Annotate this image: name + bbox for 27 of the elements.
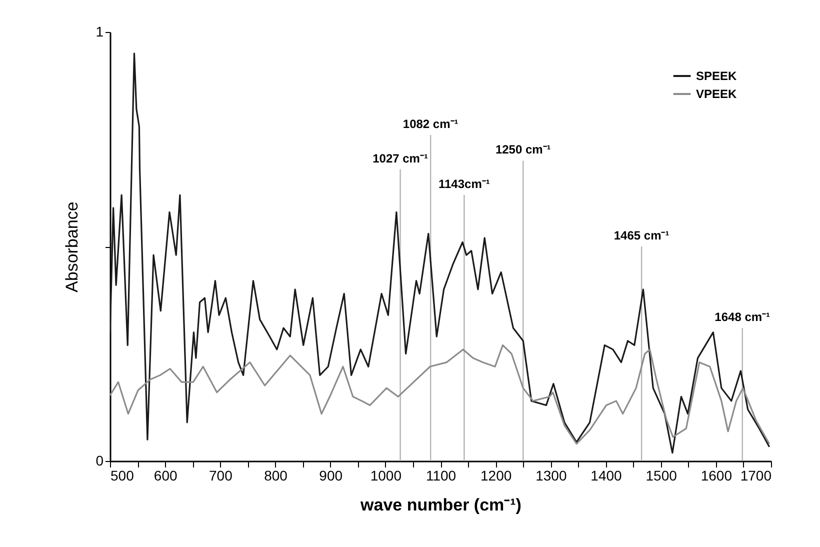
x-tick-label: 900: [319, 468, 343, 484]
x-tick-label: 1200: [480, 468, 512, 484]
legend-label: VPEEK: [696, 87, 738, 101]
ref-line-label: 1465 cm⁻¹: [614, 228, 670, 242]
ref-line-label: 1250 cm⁻¹: [495, 142, 551, 157]
x-tick-label: 700: [208, 468, 233, 484]
y-tick-label: 1: [96, 24, 104, 40]
y-axis-title: Absorbance: [62, 202, 82, 292]
x-tick-label: 1400: [590, 468, 622, 484]
legend-label: SPEEK: [696, 69, 738, 83]
x-tick-label: 1600: [700, 468, 732, 484]
y-tick-label: 0: [96, 452, 104, 468]
x-axis-title: wave number (cm⁻¹): [360, 496, 522, 514]
x-tick-label: 1000: [370, 468, 402, 484]
line-series: [110, 344, 770, 445]
x-tick-label: 1700: [740, 468, 772, 484]
line-series: [110, 52, 770, 454]
ref-line-label: 1143cm⁻¹: [438, 177, 490, 192]
x-tick-label: 800: [264, 468, 288, 484]
ref-line-label: 1082 cm⁻¹: [402, 116, 458, 131]
x-tick-label: 600: [154, 468, 178, 484]
ref-line-label: 1648 cm⁻¹: [714, 310, 770, 324]
x-tick-label: 1500: [646, 468, 678, 484]
x-tick-label: 500: [110, 468, 134, 484]
ref-line-label: 1027 cm⁻¹: [372, 151, 428, 166]
x-tick-label: 1100: [426, 468, 456, 484]
x-tick-label: 1300: [536, 468, 567, 484]
